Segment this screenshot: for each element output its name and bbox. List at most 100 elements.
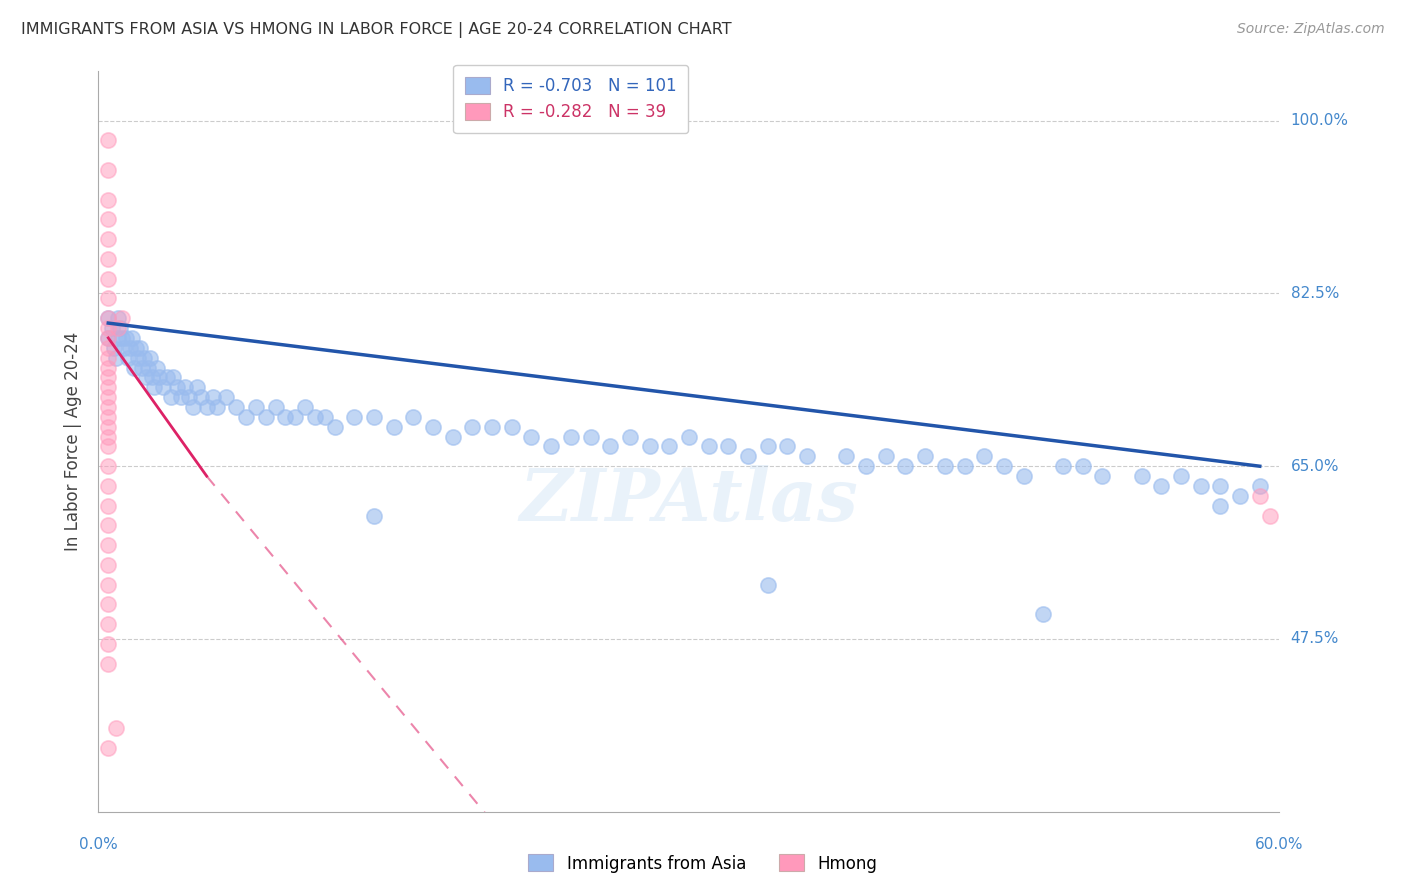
Point — [107, 311, 129, 326]
Point — [294, 400, 316, 414]
Point — [107, 321, 129, 335]
Point — [97, 163, 120, 178]
Point — [107, 331, 129, 345]
Text: 100.0%: 100.0% — [1291, 113, 1348, 128]
Point — [638, 440, 661, 454]
Point — [97, 538, 120, 552]
Point — [97, 400, 120, 414]
Point — [756, 577, 779, 591]
Point — [97, 617, 120, 632]
Point — [776, 440, 799, 454]
Point — [122, 360, 145, 375]
Point — [323, 419, 346, 434]
Point — [97, 351, 120, 365]
Point — [97, 133, 120, 147]
Point — [835, 450, 858, 464]
Point — [1229, 489, 1251, 503]
Point — [160, 390, 183, 404]
Point — [1032, 607, 1054, 622]
Point — [97, 321, 120, 335]
Point — [105, 721, 128, 735]
Point — [953, 459, 976, 474]
Point — [97, 271, 120, 285]
Point — [422, 419, 444, 434]
Point — [105, 351, 128, 365]
Point — [697, 440, 720, 454]
Point — [461, 419, 484, 434]
Point — [993, 459, 1015, 474]
Point — [1258, 508, 1281, 523]
Point — [274, 409, 297, 424]
Text: ZIPAtlas: ZIPAtlas — [520, 466, 858, 536]
Point — [97, 499, 120, 513]
Point — [855, 459, 877, 474]
Point — [127, 351, 149, 365]
Point — [225, 400, 247, 414]
Point — [97, 331, 120, 345]
Point — [284, 409, 307, 424]
Point — [121, 331, 143, 345]
Point — [97, 419, 120, 434]
Point — [152, 380, 174, 394]
Text: 65.0%: 65.0% — [1291, 458, 1339, 474]
Y-axis label: In Labor Force | Age 20-24: In Labor Force | Age 20-24 — [65, 332, 83, 551]
Point — [190, 390, 212, 404]
Point — [481, 419, 503, 434]
Point — [737, 450, 759, 464]
Point — [97, 311, 120, 326]
Point — [97, 577, 120, 591]
Point — [1249, 479, 1271, 493]
Point — [97, 232, 120, 246]
Point — [97, 518, 120, 533]
Point — [97, 657, 120, 671]
Point — [1052, 459, 1074, 474]
Point — [111, 311, 134, 326]
Point — [177, 390, 200, 404]
Point — [1170, 469, 1192, 483]
Point — [245, 400, 267, 414]
Point — [363, 508, 385, 523]
Point — [579, 429, 602, 443]
Legend: Immigrants from Asia, Hmong: Immigrants from Asia, Hmong — [522, 847, 884, 880]
Point — [1249, 489, 1271, 503]
Point — [97, 390, 120, 404]
Point — [717, 440, 740, 454]
Text: 60.0%: 60.0% — [1256, 837, 1303, 852]
Point — [796, 450, 818, 464]
Point — [97, 212, 120, 227]
Point — [103, 341, 125, 355]
Point — [205, 400, 228, 414]
Point — [174, 380, 197, 394]
Point — [914, 450, 936, 464]
Point — [201, 390, 224, 404]
Point — [125, 341, 148, 355]
Point — [97, 637, 120, 651]
Point — [1209, 499, 1232, 513]
Point — [97, 331, 120, 345]
Point — [136, 360, 159, 375]
Text: 47.5%: 47.5% — [1291, 632, 1339, 647]
Text: 0.0%: 0.0% — [79, 837, 118, 852]
Point — [148, 370, 170, 384]
Point — [142, 380, 165, 394]
Point — [97, 380, 120, 394]
Point — [304, 409, 326, 424]
Point — [540, 440, 562, 454]
Point — [97, 479, 120, 493]
Point — [128, 341, 150, 355]
Point — [1189, 479, 1212, 493]
Point — [111, 331, 134, 345]
Point — [97, 360, 120, 375]
Point — [1012, 469, 1035, 483]
Point — [97, 440, 120, 454]
Point — [97, 292, 120, 306]
Point — [619, 429, 641, 443]
Text: IMMIGRANTS FROM ASIA VS HMONG IN LABOR FORCE | AGE 20-24 CORRELATION CHART: IMMIGRANTS FROM ASIA VS HMONG IN LABOR F… — [21, 22, 731, 38]
Text: 82.5%: 82.5% — [1291, 286, 1339, 301]
Point — [97, 598, 120, 612]
Point — [875, 450, 897, 464]
Point — [1150, 479, 1173, 493]
Point — [181, 400, 204, 414]
Point — [108, 321, 131, 335]
Point — [97, 740, 120, 755]
